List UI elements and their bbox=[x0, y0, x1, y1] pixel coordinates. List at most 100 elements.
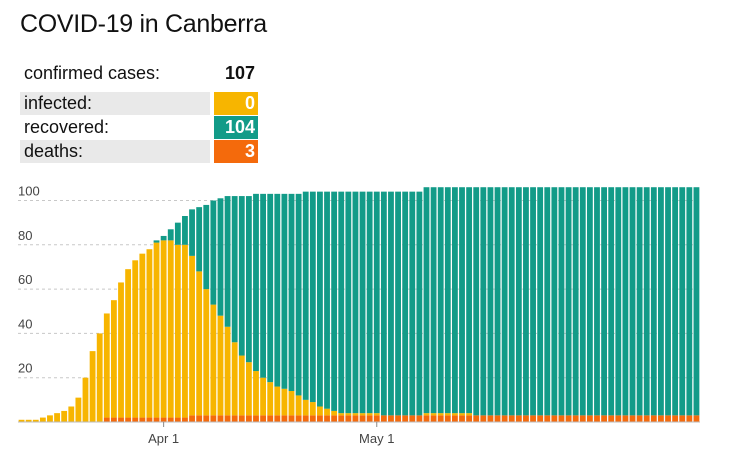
bar-deaths bbox=[331, 415, 338, 422]
bar-deaths bbox=[480, 415, 487, 422]
bar-infected bbox=[253, 371, 259, 416]
bar-recovered bbox=[523, 187, 529, 416]
bar-infected bbox=[345, 413, 352, 416]
bar-infected bbox=[153, 242, 160, 418]
bar-deaths bbox=[601, 415, 608, 422]
bar-deaths bbox=[416, 415, 423, 422]
summary-panel: confirmed cases: 107 infected: 0 recover… bbox=[20, 60, 258, 164]
stacked-bar-chart: 20 40 60 80 100 Apr 1 May 1 bbox=[18, 184, 700, 446]
bar-deaths bbox=[409, 415, 416, 422]
bar-deaths bbox=[395, 415, 401, 422]
bar-deaths bbox=[210, 415, 217, 422]
bar-deaths bbox=[672, 415, 679, 422]
bar-deaths bbox=[487, 415, 494, 422]
bar-infected bbox=[139, 253, 146, 418]
bar-infected bbox=[25, 419, 32, 422]
bar-infected bbox=[444, 413, 451, 416]
bar-deaths bbox=[388, 415, 394, 422]
bar-infected bbox=[224, 326, 231, 416]
bar-deaths bbox=[608, 415, 615, 422]
y-tick-label: 20 bbox=[18, 361, 32, 376]
bar-infected bbox=[324, 408, 330, 416]
bar-deaths bbox=[118, 417, 124, 422]
bar-deaths bbox=[380, 415, 387, 422]
bar-recovered bbox=[466, 187, 473, 414]
bar-recovered bbox=[629, 187, 636, 416]
bar-deaths bbox=[686, 415, 693, 422]
bar-deaths bbox=[231, 415, 238, 422]
bar-recovered bbox=[636, 187, 643, 416]
bar-recovered bbox=[515, 187, 522, 416]
bar-deaths bbox=[650, 415, 657, 422]
bar-recovered bbox=[444, 187, 451, 414]
bar-recovered bbox=[423, 187, 430, 414]
bar-recovered bbox=[586, 187, 593, 416]
bar-infected bbox=[231, 342, 238, 416]
bar-deaths bbox=[501, 415, 508, 422]
bar-deaths bbox=[579, 415, 586, 422]
recovered-value: 104 bbox=[214, 116, 258, 139]
bar-recovered bbox=[451, 187, 458, 414]
bar-recovered bbox=[174, 222, 181, 245]
bar-infected bbox=[359, 413, 366, 416]
bar-recovered bbox=[380, 191, 387, 416]
bar-recovered bbox=[388, 191, 394, 416]
bar-deaths bbox=[146, 417, 153, 422]
bar-recovered bbox=[203, 204, 210, 290]
confirmed-cases-label: confirmed cases: bbox=[24, 63, 161, 83]
bar-infected bbox=[295, 395, 302, 416]
bar-deaths bbox=[139, 417, 146, 422]
bar-recovered bbox=[622, 187, 629, 416]
bar-infected bbox=[373, 413, 380, 416]
bar-recovered bbox=[537, 187, 544, 416]
bar-infected bbox=[331, 410, 338, 416]
bar-deaths bbox=[665, 415, 671, 422]
bar-deaths bbox=[267, 415, 274, 422]
bar-infected bbox=[288, 390, 295, 416]
bar-deaths bbox=[586, 415, 593, 422]
bar-recovered bbox=[650, 187, 657, 416]
bar-deaths bbox=[345, 415, 352, 422]
bar-deaths bbox=[636, 415, 643, 422]
bar-deaths bbox=[338, 415, 345, 422]
bar-deaths bbox=[537, 415, 544, 422]
bar-infected bbox=[82, 377, 89, 422]
bar-deaths bbox=[530, 415, 536, 422]
bar-infected bbox=[451, 413, 458, 416]
bar-infected bbox=[182, 244, 188, 418]
bar-recovered bbox=[366, 191, 373, 414]
bar-recovered bbox=[267, 193, 274, 383]
bar-deaths bbox=[444, 415, 451, 422]
bar-recovered bbox=[196, 207, 203, 272]
bar-recovered bbox=[238, 196, 245, 356]
bar-recovered bbox=[558, 187, 565, 416]
bar-deaths bbox=[196, 415, 203, 422]
bar-infected bbox=[352, 413, 359, 416]
bar-deaths bbox=[508, 415, 515, 422]
bar-deaths bbox=[174, 417, 181, 422]
bar-infected bbox=[437, 413, 444, 416]
bar-deaths bbox=[473, 415, 480, 422]
bar-recovered bbox=[189, 209, 195, 256]
bar-recovered bbox=[359, 191, 366, 414]
bar-infected bbox=[203, 289, 210, 416]
bar-recovered bbox=[153, 240, 160, 243]
bar-infected bbox=[167, 240, 174, 418]
bar-infected bbox=[245, 362, 252, 416]
bar-recovered bbox=[274, 193, 281, 387]
bar-recovered bbox=[551, 187, 558, 416]
bar-deaths bbox=[451, 415, 458, 422]
bar-deaths bbox=[302, 415, 309, 422]
bar-recovered bbox=[253, 193, 259, 372]
bar-infected bbox=[210, 304, 217, 416]
chart-title: COVID-19 in Canberra bbox=[20, 10, 267, 38]
y-tick-label: 40 bbox=[18, 316, 32, 331]
bar-infected bbox=[61, 410, 68, 422]
infected-value: 0 bbox=[214, 92, 258, 115]
bar-recovered bbox=[565, 187, 572, 416]
bar-recovered bbox=[480, 187, 487, 416]
bar-deaths bbox=[125, 417, 132, 422]
bar-deaths bbox=[182, 417, 188, 422]
deaths-value: 3 bbox=[214, 140, 258, 163]
bar-recovered bbox=[672, 187, 679, 416]
